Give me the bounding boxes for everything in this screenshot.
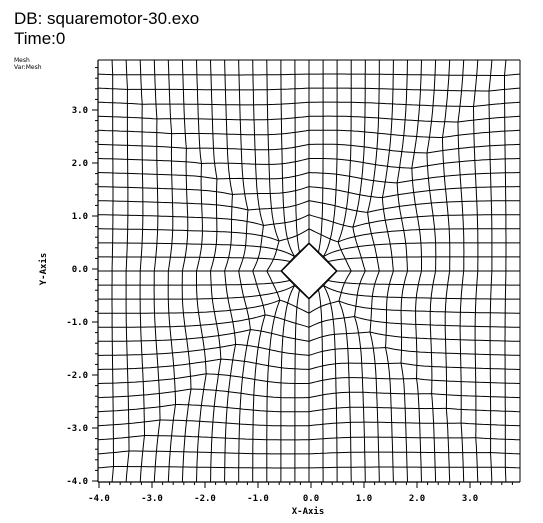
mesh-line	[97, 186, 520, 199]
mesh-line	[98, 200, 520, 213]
mesh-line	[97, 450, 521, 455]
y-tick-label: -2.0	[66, 371, 88, 381]
plot-legend: Mesh Var:Mesh	[14, 57, 42, 71]
mesh-lines	[97, 59, 521, 483]
mesh-line	[294, 289, 300, 482]
mesh-line	[98, 314, 521, 328]
mesh-line	[97, 214, 520, 228]
mesh-line	[98, 329, 520, 342]
x-tick-label: -3.0	[141, 494, 163, 504]
mesh-line	[97, 115, 521, 123]
mesh-line	[98, 228, 520, 243]
y-tick-label: -3.0	[66, 424, 88, 434]
mesh-line	[97, 466, 521, 469]
mesh-line	[97, 143, 521, 154]
mesh-line	[98, 280, 291, 286]
y-tick-label: -4.0	[66, 477, 88, 487]
y-tick-label: 1.0	[72, 212, 88, 222]
mesh-line	[327, 256, 520, 262]
mesh-line	[97, 73, 521, 76]
mesh-line	[98, 242, 520, 258]
y-tick-label: -1.0	[66, 318, 88, 328]
mesh-line	[97, 129, 521, 138]
y-tick-label: 2.0	[72, 159, 88, 169]
mesh-line	[98, 343, 521, 356]
plot-axes: -4.0 -3.0 -2.0 -1.0 0.0 1.0 2.0 3.0 -4.0 -3.0 -2.0…	[66, 60, 520, 504]
y-tick-label: 3.0	[72, 106, 88, 116]
mesh-line	[318, 289, 324, 482]
time-label: Time:0	[14, 29, 66, 48]
mesh-line	[97, 435, 521, 441]
mesh-line	[98, 299, 520, 314]
mesh-line	[322, 60, 338, 482]
mesh-line	[97, 87, 521, 92]
mesh-line	[97, 404, 521, 413]
mesh-line	[98, 284, 520, 300]
x-tick-label: 2.0	[409, 494, 425, 504]
x-tick-label: -1.0	[247, 494, 269, 504]
mesh-line	[280, 60, 296, 482]
mesh-line	[97, 419, 521, 427]
y-axis-title: Y-Axis	[38, 253, 49, 286]
database-title: DB: squaremotor-30.exo	[14, 9, 200, 28]
x-tick-label: 0.0	[303, 494, 319, 504]
x-tick-label: 1.0	[356, 494, 372, 504]
mesh-line	[97, 358, 521, 371]
y-tick-label: 0.0	[72, 265, 88, 275]
legend-var: Var:Mesh	[14, 64, 42, 71]
x-tick-label: 3.0	[462, 494, 478, 504]
mesh-hole-outline	[280, 243, 338, 300]
mesh-line	[327, 280, 520, 286]
mesh-line	[97, 158, 521, 169]
mesh-line	[294, 60, 300, 253]
mesh-line	[98, 256, 291, 262]
mesh-line	[97, 171, 521, 184]
x-tick-label: -4.0	[88, 494, 110, 504]
mesh-line	[97, 373, 521, 384]
legend-plot-type: Mesh	[14, 57, 30, 64]
x-tick-label: -2.0	[194, 494, 216, 504]
x-axis-title: X-Axis	[292, 506, 325, 517]
mesh-line	[318, 60, 324, 253]
mesh-line	[97, 388, 521, 399]
mesh-line	[97, 101, 521, 107]
